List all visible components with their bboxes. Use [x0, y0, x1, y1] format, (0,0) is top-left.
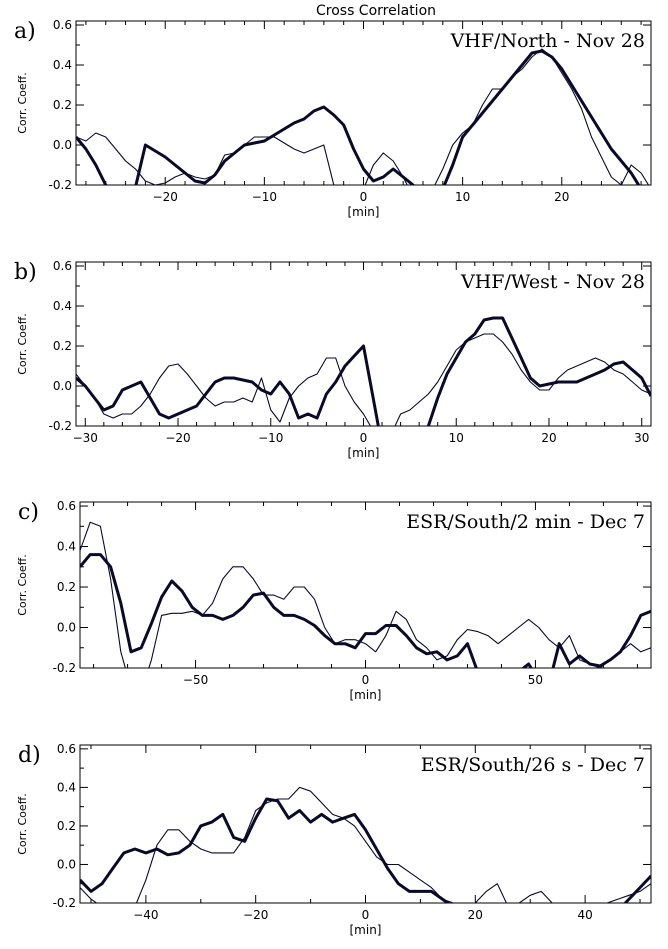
x-tick-label: 10: [455, 190, 470, 204]
y-tick-label: 0.2: [57, 580, 76, 594]
x-tick-label: 40: [577, 908, 592, 922]
y-tick-label: 0.2: [53, 98, 72, 112]
series-line-thick: [80, 553, 651, 668]
y-tick-label: 0.6: [57, 499, 76, 513]
panel-title: ESR/South/26 s - Dec 7: [421, 754, 645, 776]
figure-title: Cross Correlation: [316, 3, 436, 19]
x-tick-label: −10: [258, 431, 283, 445]
x-tick-label: 20: [541, 431, 556, 445]
series-line-thin: [80, 521, 651, 668]
panel-label: c): [18, 500, 39, 525]
y-axis-label: Corr. Coeff.: [16, 554, 29, 616]
y-tick-label: 0.0: [57, 621, 76, 635]
x-tick-label: 0: [360, 431, 368, 445]
series-line-thin: [76, 333, 651, 426]
series-line-thin: [76, 48, 650, 185]
x-axis-label: [min]: [350, 688, 382, 702]
x-tick-label: 0: [362, 908, 370, 922]
y-tick-label: 0.4: [53, 58, 72, 72]
x-tick-label: 50: [528, 673, 543, 687]
panel-label: d): [18, 743, 41, 768]
y-axis-label: Corr. Coeff.: [16, 793, 29, 855]
x-tick-label: −20: [165, 431, 190, 445]
panel-label: b): [14, 260, 37, 285]
series-line-thin: [80, 786, 651, 903]
panel-title: ESR/South/2 min - Dec 7: [406, 511, 645, 533]
x-tick-label: −50: [183, 673, 208, 687]
y-tick-label: 0.0: [53, 379, 72, 393]
x-tick-label: 0: [360, 190, 368, 204]
y-tick-label: 0.4: [57, 540, 76, 554]
x-tick-label: −20: [243, 908, 268, 922]
x-tick-label: 20: [468, 908, 483, 922]
x-tick-label: −10: [252, 190, 277, 204]
y-tick-label: -0.2: [49, 419, 72, 433]
y-tick-label: 0.0: [57, 857, 76, 871]
x-tick-label: −20: [153, 190, 178, 204]
x-tick-label: 0: [362, 673, 370, 687]
panel-title: VHF/North - Nov 28: [450, 30, 645, 52]
x-tick-label: 20: [554, 190, 569, 204]
x-axis-label: [min]: [350, 923, 382, 937]
series-line-thick: [76, 49, 641, 185]
x-axis-label: [min]: [348, 205, 380, 219]
y-tick-label: 0.0: [53, 138, 72, 152]
y-tick-label: 0.6: [53, 18, 72, 32]
x-axis-label: [min]: [348, 446, 380, 460]
x-tick-label: −40: [133, 908, 158, 922]
panel-title: VHF/West - Nov 28: [460, 271, 645, 293]
series-line-thick: [76, 316, 651, 426]
x-tick-label: 30: [634, 431, 649, 445]
y-tick-label: -0.2: [53, 896, 76, 910]
x-tick-label: 10: [449, 431, 464, 445]
y-tick-label: 0.4: [57, 780, 76, 794]
y-tick-label: 0.6: [57, 742, 76, 756]
chart-panel-4: −40 −20 0 20 40 -0.2 0.0 0.2 0.4 0.6 [min] Corr. Co…: [16, 742, 652, 937]
y-axis-label: Corr. Coeff.: [16, 313, 29, 375]
panel-label: a): [14, 19, 36, 44]
y-tick-label: -0.2: [49, 178, 72, 192]
y-tick-label: 0.6: [53, 259, 72, 273]
panels: −20 −10 0 10 20 -0.2 0.0 0.2 0.4 0.6 [min] Corr. Co…: [14, 18, 652, 937]
y-tick-label: 0.4: [53, 299, 72, 313]
series-line-thick: [80, 797, 651, 903]
y-axis-label: Corr. Coeff.: [16, 72, 29, 134]
y-tick-label: 0.2: [53, 339, 72, 353]
y-tick-label: -0.2: [53, 661, 76, 675]
chart-panel-2: −30 −20 −10 0 10 20 30 -0.2 0.0 0.2 0.4 0.6 [min] Cor…: [14, 259, 652, 460]
chart-panel-1: −20 −10 0 10 20 -0.2 0.0 0.2 0.4 0.6 [min] Corr. Co…: [14, 18, 652, 219]
chart-panel-3: −50 0 50 -0.2 0.0 0.2 0.4 0.6 [min] Corr. Coeff. c…: [16, 499, 652, 702]
x-tick-label: −30: [73, 431, 98, 445]
y-tick-label: 0.2: [57, 819, 76, 833]
